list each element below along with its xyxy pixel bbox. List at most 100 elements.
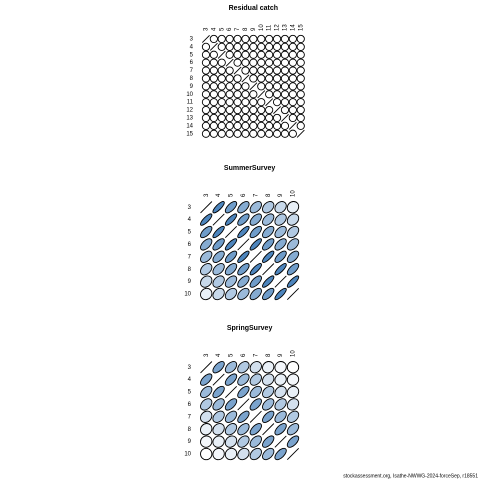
column-label: 5 [229,193,235,197]
diagonal-line [288,121,297,130]
correlation-ellipse [286,373,300,386]
correlation-ellipse [212,225,225,239]
column-label: 11 [267,24,273,31]
correlation-ellipse [200,447,213,461]
correlation-ellipse [296,42,305,51]
row-label: 15 [186,131,193,137]
correlation-ellipse [288,58,297,67]
correlation-ellipse [209,121,218,130]
correlation-ellipse [241,58,250,67]
correlation-ellipse [280,105,290,115]
correlation-ellipse [286,250,300,263]
correlation-ellipse [249,90,258,99]
diagonal-line [280,113,289,122]
correlation-ellipse [209,66,218,75]
correlation-ellipse [296,66,305,75]
correlation-ellipse [233,90,242,99]
correlation-ellipse [280,90,290,99]
column-label: 8 [266,353,272,357]
correlation-ellipse [209,98,218,107]
correlation-ellipse [296,74,305,83]
correlation-ellipse [201,42,211,51]
correlation-ellipse [237,201,250,214]
diagonal-line [286,447,300,461]
correlation-ellipse [265,105,274,115]
correlation-ellipse [209,90,218,99]
correlation-ellipse [224,410,238,423]
correlation-ellipse [262,435,275,448]
correlation-ellipse [224,435,238,448]
correlation-ellipse [265,50,274,59]
correlation-ellipse [249,447,262,461]
correlation-ellipse [233,58,242,67]
correlation-ellipse [212,201,225,214]
correlation-ellipse [274,225,287,239]
correlation-ellipse [209,50,218,59]
correlation-ellipse [201,105,211,115]
correlation-ellipse [286,263,300,276]
correlation-ellipse [272,58,282,67]
correlation-ellipse [233,34,242,44]
column-label: 13 [283,24,289,31]
correlation-ellipse [274,213,287,226]
correlation-ellipse [200,435,213,448]
correlation-ellipse [200,287,213,301]
row-label: 10 [184,452,191,458]
correlation-ellipse [217,90,226,99]
correlation-ellipse [272,42,282,51]
correlation-ellipse [257,74,266,83]
correlation-ellipse [225,42,234,51]
correlation-ellipse [209,74,218,83]
correlation-ellipse [257,34,266,44]
correlation-ellipse [241,98,250,107]
correlation-ellipse [201,82,211,91]
correlation-ellipse [272,34,282,44]
correlation-ellipse [288,82,297,91]
diagonal-line [237,238,250,251]
column-label: 9 [278,193,284,197]
correlation-ellipse [241,50,250,59]
correlation-ellipse [225,82,234,91]
column-label: 8 [243,27,249,31]
correlation-ellipse [224,447,238,461]
diagonal-line [200,361,213,374]
correlation-ellipse [233,98,242,107]
column-label: 9 [251,27,257,31]
diagonal-line [274,435,287,448]
correlation-ellipse [233,129,242,138]
correlation-ellipse [257,82,266,91]
correlation-ellipse [212,423,225,436]
correlation-ellipse [262,250,275,263]
correlation-ellipse [249,121,258,130]
correlation-ellipse [200,423,213,436]
correlation-ellipse [241,42,250,51]
correlation-ellipse [217,113,226,123]
column-label: 7 [253,193,259,197]
column-label: 5 [219,27,225,31]
diagonal-line [237,398,250,411]
correlation-ellipse [249,58,258,67]
correlation-ellipse [201,90,211,99]
correlation-ellipse [296,113,305,123]
row-label: 3 [188,365,192,371]
correlation-ellipse [201,50,211,59]
correlation-ellipse [225,50,234,59]
diagonal-line [257,90,266,99]
row-label: 6 [190,60,194,66]
correlation-ellipse [224,398,238,411]
correlation-ellipse [288,105,297,115]
correlation-ellipse [249,42,258,51]
row-label: 6 [188,242,192,248]
row-label: 5 [190,52,194,58]
panel-title: SummerSurvey [224,165,275,172]
correlation-ellipse [249,275,262,288]
column-label: 3 [204,353,210,357]
correlation-ellipse [209,82,218,91]
correlation-ellipse [249,74,258,83]
correlation-ellipse [249,435,262,448]
correlation-ellipse [274,201,287,214]
correlation-ellipse [201,58,211,67]
correlation-ellipse [249,287,262,301]
correlation-ellipse [265,42,274,51]
correlation-ellipse [265,121,274,130]
